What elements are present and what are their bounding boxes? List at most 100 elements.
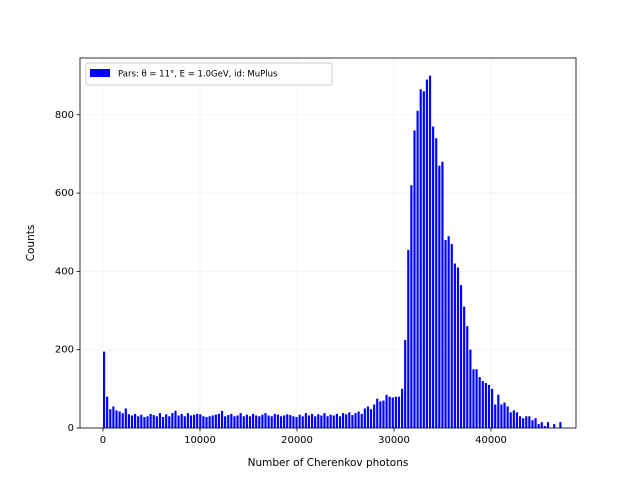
bar xyxy=(391,397,394,428)
bar xyxy=(432,126,435,428)
y-tick-label: 400 xyxy=(55,266,74,277)
bar xyxy=(140,414,143,428)
bar xyxy=(121,413,124,428)
bar xyxy=(158,413,162,428)
bar xyxy=(310,413,314,428)
bar xyxy=(351,415,354,428)
bar xyxy=(320,415,323,428)
bar xyxy=(267,415,270,428)
bar xyxy=(205,417,208,428)
bar xyxy=(180,413,183,428)
bar xyxy=(404,339,407,428)
plot-area xyxy=(80,58,576,429)
bar xyxy=(186,413,189,428)
bar xyxy=(161,417,165,428)
bar xyxy=(478,377,481,428)
bar xyxy=(481,381,484,428)
bar xyxy=(338,416,342,428)
bar xyxy=(472,369,475,428)
bar xyxy=(298,414,301,428)
bar xyxy=(242,416,245,428)
bar xyxy=(177,415,180,428)
bar xyxy=(345,414,348,428)
legend: Pars: θ = 11°, E = 1.0GeV, id: MuPlus xyxy=(85,62,333,86)
bar xyxy=(102,351,106,428)
axes-frame xyxy=(79,57,577,429)
bar xyxy=(487,384,491,428)
bar xyxy=(233,416,236,428)
bar xyxy=(363,408,366,428)
bar xyxy=(360,413,363,428)
bar xyxy=(143,417,146,428)
bar xyxy=(199,414,202,428)
y-tick-label: 200 xyxy=(55,345,74,356)
bar xyxy=(369,409,373,428)
bar xyxy=(475,369,478,428)
bar xyxy=(528,416,531,428)
x-tick-label: 0 xyxy=(100,435,106,446)
bar xyxy=(137,416,140,428)
bar xyxy=(450,243,453,428)
bar xyxy=(515,412,519,428)
bar xyxy=(531,420,534,428)
bar xyxy=(301,416,304,428)
bar xyxy=(459,285,463,428)
bar xyxy=(413,130,416,428)
bar xyxy=(152,415,155,428)
bar xyxy=(503,402,506,428)
y-tick-label: 600 xyxy=(55,188,74,199)
bar xyxy=(236,415,239,428)
bar xyxy=(357,411,360,428)
bar xyxy=(314,416,317,428)
bar xyxy=(295,417,298,428)
bar xyxy=(255,415,258,428)
bar xyxy=(466,326,469,428)
bar xyxy=(245,414,248,428)
bar xyxy=(189,415,193,428)
bar xyxy=(174,410,177,428)
bar xyxy=(382,400,385,428)
bar xyxy=(453,263,456,428)
bar xyxy=(366,406,370,428)
bar xyxy=(335,413,338,428)
bar xyxy=(130,415,134,428)
x-tick-label: 30000 xyxy=(378,435,410,446)
bar xyxy=(279,416,283,428)
bar xyxy=(217,413,221,428)
bar xyxy=(342,413,345,428)
legend-swatch xyxy=(90,69,110,77)
bar xyxy=(283,415,286,428)
y-tick-label: 800 xyxy=(55,110,74,121)
bar xyxy=(258,416,261,428)
bar xyxy=(456,267,460,428)
bar xyxy=(251,413,255,428)
bar xyxy=(425,79,429,428)
bar xyxy=(484,382,487,428)
bar xyxy=(332,415,335,428)
bar xyxy=(220,410,224,428)
bar xyxy=(149,413,152,428)
bar xyxy=(559,422,562,428)
bar xyxy=(323,413,326,428)
bar xyxy=(416,110,419,428)
bar xyxy=(292,416,295,428)
bar xyxy=(441,161,444,429)
x-axis-label: Number of Cherenkov photons xyxy=(248,457,409,469)
bar xyxy=(171,413,174,428)
bar xyxy=(400,388,404,428)
bar xyxy=(435,138,438,428)
bar xyxy=(525,416,528,428)
bar xyxy=(106,396,109,428)
x-tick-label: 10000 xyxy=(184,435,216,446)
bar xyxy=(379,401,382,428)
bar xyxy=(109,409,112,428)
bar xyxy=(193,414,196,428)
legend-label: Pars: θ = 11°, E = 1.0GeV, id: MuPlus xyxy=(118,70,278,80)
bar xyxy=(214,414,217,428)
bar xyxy=(329,414,332,428)
bar xyxy=(463,306,466,428)
bar xyxy=(165,414,168,428)
bar xyxy=(500,404,503,428)
bar xyxy=(183,416,186,428)
bar xyxy=(134,413,137,428)
